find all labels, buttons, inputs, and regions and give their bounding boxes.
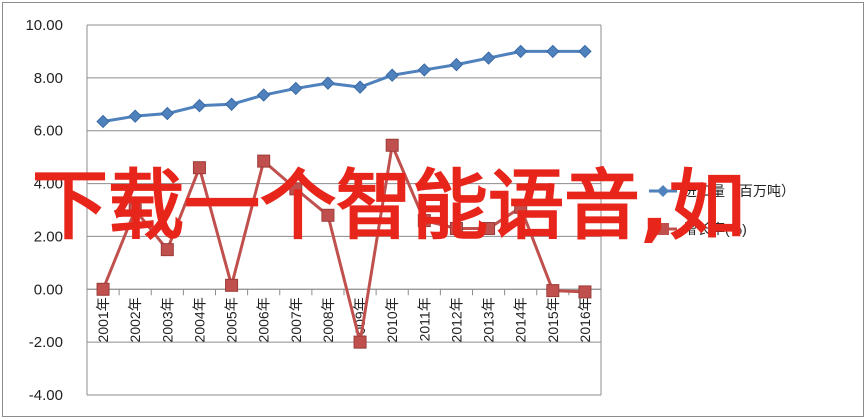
data-point-growth-rate (96, 282, 110, 296)
series-line-2 (101, 143, 585, 344)
x-tick-label: 2016年 (577, 297, 593, 342)
x-tick-label: 2011年 (416, 297, 432, 341)
data-point-import-volume (353, 80, 367, 94)
data-point-growth-rate (385, 138, 399, 152)
data-point-import-volume (481, 51, 496, 65)
data-point-growth-rate (128, 203, 142, 217)
watermark-overlay-text: 下载一个智能语音,如 (32, 161, 745, 250)
x-tick-label: 2002年 (127, 297, 143, 342)
legend-entry-growth-rate: 增长率(%) (683, 221, 747, 237)
x-tick-label: 2007年 (288, 297, 304, 342)
y-tick-label: 6.00 (34, 123, 63, 140)
x-tick-label: 2003年 (159, 297, 175, 342)
data-point-growth-rate (417, 214, 431, 228)
data-point-growth-rate (578, 285, 592, 299)
data-point-growth-rate (225, 278, 239, 292)
data-point-growth-rate (160, 243, 174, 257)
legend-marker-growth-rate (657, 223, 669, 235)
data-point-import-volume (192, 98, 207, 113)
y-tick-label: -2.00 (29, 334, 63, 351)
y-tick-label: -4.00 (29, 387, 63, 404)
x-tick-label: 2006年 (256, 297, 272, 342)
data-point-growth-rate (321, 208, 335, 222)
data-point-import-volume (160, 106, 175, 121)
data-point-import-volume (417, 63, 432, 77)
series-line-1 (102, 49, 585, 123)
data-point-import-volume (513, 44, 528, 59)
y-tick-label: 8.00 (34, 70, 63, 87)
legend-marker-import-volume (657, 185, 669, 197)
data-point-growth-rate (546, 284, 560, 298)
x-tick-label: 2008年 (320, 297, 336, 342)
data-point-growth-rate (514, 200, 528, 214)
y-tick-label: 10.00 (25, 17, 63, 34)
x-tick-label: 2001年 (95, 297, 111, 342)
data-point-import-volume (578, 44, 592, 59)
data-point-import-volume (546, 44, 560, 59)
x-tick-label: 2013年 (481, 297, 497, 342)
data-point-growth-rate (449, 222, 463, 235)
data-point-import-volume (224, 97, 239, 111)
data-point-import-volume (321, 76, 335, 90)
line-chart: -4.00 -2.00 0.00 2.00 4.00 6.00 8.00 10.00 2001年… (25, 17, 677, 404)
data-point-import-volume (385, 68, 399, 82)
y-tick-label: 2.00 (34, 228, 63, 245)
data-point-import-volume (96, 114, 110, 129)
data-point-growth-rate (257, 154, 271, 168)
x-tick-label: 2010年 (384, 297, 400, 342)
x-tick-label: 2012年 (448, 297, 464, 342)
data-point-growth-rate (192, 161, 206, 175)
data-point-import-volume (449, 57, 464, 72)
data-point-import-volume (289, 81, 303, 96)
y-tick-label: 0.00 (34, 281, 63, 298)
x-tick-label: 2004年 (191, 297, 207, 342)
data-point-import-volume (256, 88, 271, 102)
y-tick-label: 4.00 (34, 176, 63, 193)
data-point-growth-rate (353, 335, 367, 349)
data-point-growth-rate (482, 222, 496, 235)
x-tick-label: 2005年 (224, 297, 240, 342)
data-point-growth-rate (289, 182, 303, 196)
data-point-import-volume (128, 109, 142, 123)
x-tick-label: 2015年 (545, 297, 561, 342)
x-tick-label: 2014年 (513, 297, 529, 342)
legend-entry-import-volume: 进口量（百万吨） (683, 183, 795, 199)
